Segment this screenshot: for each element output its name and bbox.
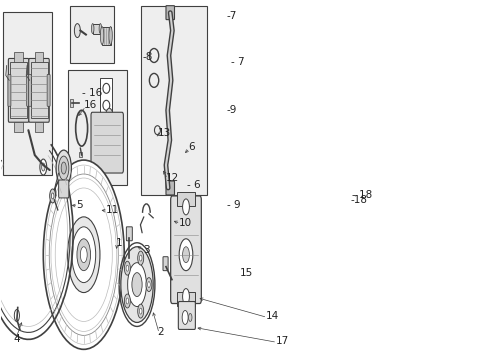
Circle shape [147,282,150,288]
Bar [70,6,114,63]
Bar [79,152,82,157]
Circle shape [132,273,142,297]
Circle shape [51,193,54,199]
Bar [176,292,196,306]
Circle shape [126,298,129,304]
FancyBboxPatch shape [163,257,168,271]
Circle shape [72,227,96,283]
Bar [68,71,127,185]
Bar [93,24,100,33]
Circle shape [183,247,190,263]
Ellipse shape [97,121,102,139]
Circle shape [43,160,124,349]
FancyBboxPatch shape [166,6,174,20]
Circle shape [140,308,142,314]
Circle shape [40,159,47,175]
Bar [14,53,23,62]
Text: - 9: - 9 [227,200,241,210]
Circle shape [42,163,45,171]
Text: -7: -7 [226,11,237,21]
Circle shape [140,255,142,261]
Text: 10: 10 [179,218,192,228]
Text: 11: 11 [105,205,119,215]
Text: 14: 14 [266,311,279,321]
Ellipse shape [92,24,94,33]
FancyBboxPatch shape [178,302,196,329]
Circle shape [49,189,56,203]
Text: 2: 2 [157,328,164,337]
Ellipse shape [105,108,114,136]
Text: 1: 1 [116,238,122,248]
Ellipse shape [110,126,120,154]
Circle shape [124,294,130,308]
FancyBboxPatch shape [26,75,30,106]
Circle shape [77,239,91,271]
FancyBboxPatch shape [126,227,132,241]
Text: - 6: - 6 [187,180,201,190]
FancyBboxPatch shape [91,112,123,173]
Circle shape [189,314,192,321]
FancyBboxPatch shape [166,181,174,195]
Text: 3: 3 [143,245,149,255]
Text: -9: -9 [226,105,237,115]
Bar [100,78,112,120]
Circle shape [14,310,20,321]
FancyBboxPatch shape [47,75,50,106]
Circle shape [183,289,190,305]
Text: 4: 4 [13,334,20,345]
Ellipse shape [106,113,112,131]
Ellipse shape [100,27,104,45]
FancyBboxPatch shape [29,58,49,122]
Text: 12: 12 [166,173,179,183]
Circle shape [126,265,129,271]
Circle shape [179,239,193,271]
Text: 5: 5 [76,200,83,210]
Text: - 7: - 7 [231,58,245,67]
Bar [14,122,23,132]
Circle shape [127,263,147,306]
Circle shape [138,251,144,265]
Bar [70,99,73,107]
Bar [176,192,196,206]
Text: - 16: - 16 [82,88,102,98]
Ellipse shape [99,24,101,33]
Text: 15: 15 [240,268,253,278]
FancyBboxPatch shape [8,58,29,122]
Text: 17: 17 [275,336,289,346]
Text: 16: 16 [84,100,98,110]
Circle shape [138,304,144,318]
Circle shape [74,24,80,37]
Circle shape [121,247,153,323]
Circle shape [80,247,87,263]
Circle shape [146,278,152,292]
Ellipse shape [95,116,104,144]
Ellipse shape [112,131,118,149]
Circle shape [56,150,72,186]
Text: 13: 13 [157,128,171,138]
Bar [3,12,52,175]
Circle shape [124,261,130,275]
Bar [102,27,111,45]
Bar [141,6,207,195]
FancyBboxPatch shape [171,196,201,303]
Bar [35,122,43,132]
FancyBboxPatch shape [28,75,31,106]
Circle shape [183,199,190,215]
Ellipse shape [109,27,112,45]
Circle shape [68,217,100,293]
Text: 6: 6 [188,142,195,152]
Text: - 18: - 18 [352,190,372,200]
Text: -18: -18 [350,195,367,205]
Bar [35,53,43,62]
FancyBboxPatch shape [59,180,69,198]
Text: -8: -8 [142,53,152,63]
Circle shape [61,162,66,174]
Circle shape [59,156,69,180]
FancyBboxPatch shape [8,75,11,106]
Circle shape [182,310,188,324]
